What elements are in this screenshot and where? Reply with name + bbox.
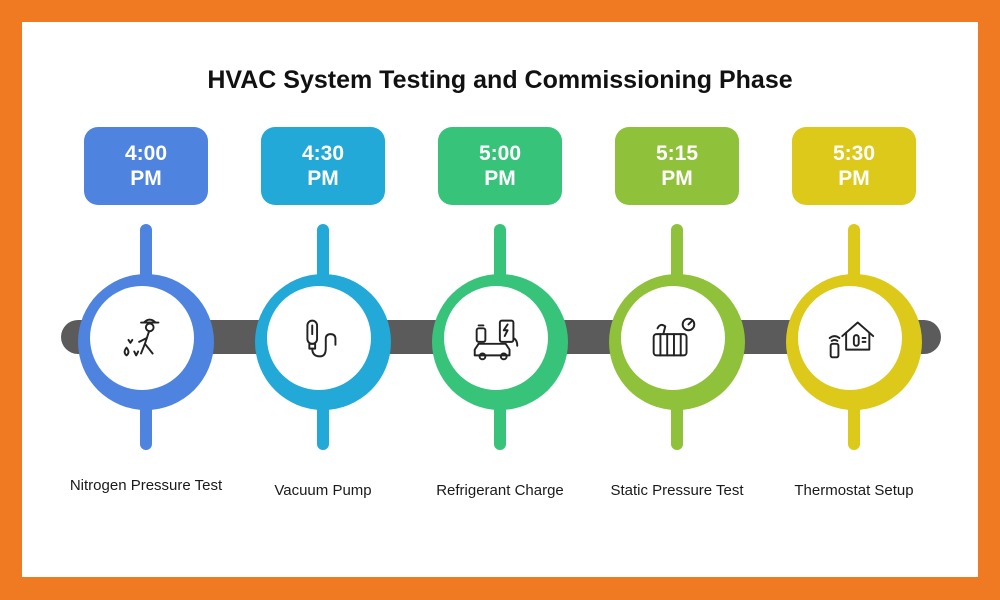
time-badge: 5:30 PM <box>792 127 916 205</box>
step-ring <box>255 274 391 410</box>
timeline-step-thermostat: 5:30 PM Thermostat Setup <box>764 22 944 577</box>
time-value: 4:00 <box>124 142 168 165</box>
time-value: 5:00 <box>478 142 522 165</box>
time-period: PM <box>130 167 162 190</box>
technician-pressure-icon <box>123 318 160 357</box>
timeline-step-static-pressure: 5:15 PM Static Pressure Test <box>587 22 767 577</box>
step-ring <box>786 274 922 410</box>
timeline-step-refrigerant: 5:00 PM Refrigerant Charge <box>410 22 590 577</box>
step-ring <box>78 274 214 410</box>
time-period: PM <box>307 167 339 190</box>
smart-thermostat-icon <box>828 321 875 359</box>
time-badge: 4:00 PM <box>84 127 208 205</box>
infographic-card: HVAC System Testing and Commissioning Ph… <box>22 22 978 577</box>
step-label: Thermostat Setup <box>794 482 914 499</box>
time-period: PM <box>484 167 516 190</box>
time-period: PM <box>661 167 693 190</box>
vacuum-pump-icon <box>306 319 337 358</box>
step-ring <box>609 274 745 410</box>
step-label: Static Pressure Test <box>610 482 744 499</box>
time-badge: 5:15 PM <box>615 127 739 205</box>
time-period: PM <box>838 167 870 190</box>
time-badge: 5:00 PM <box>438 127 562 205</box>
diagram-title: HVAC System Testing and Commissioning Ph… <box>207 66 793 94</box>
step-label: Refrigerant Charge <box>436 482 564 499</box>
timeline-step-vacuum: 4:30 PM Vacuum Pump <box>233 22 413 577</box>
time-value: 5:30 <box>832 142 876 165</box>
timeline-step-nitrogen: 4:00 PM Nitrogen Pressure Test <box>56 22 236 577</box>
time-value: 4:30 <box>301 142 345 165</box>
step-label: Nitrogen Pressure Test <box>69 477 223 494</box>
pressure-gauge-icon <box>652 317 696 357</box>
time-value: 5:15 <box>655 142 699 165</box>
refrigerant-charge-icon <box>473 319 519 361</box>
time-badge: 4:30 PM <box>261 127 385 205</box>
step-label: Vacuum Pump <box>274 482 372 499</box>
step-ring <box>432 274 568 410</box>
